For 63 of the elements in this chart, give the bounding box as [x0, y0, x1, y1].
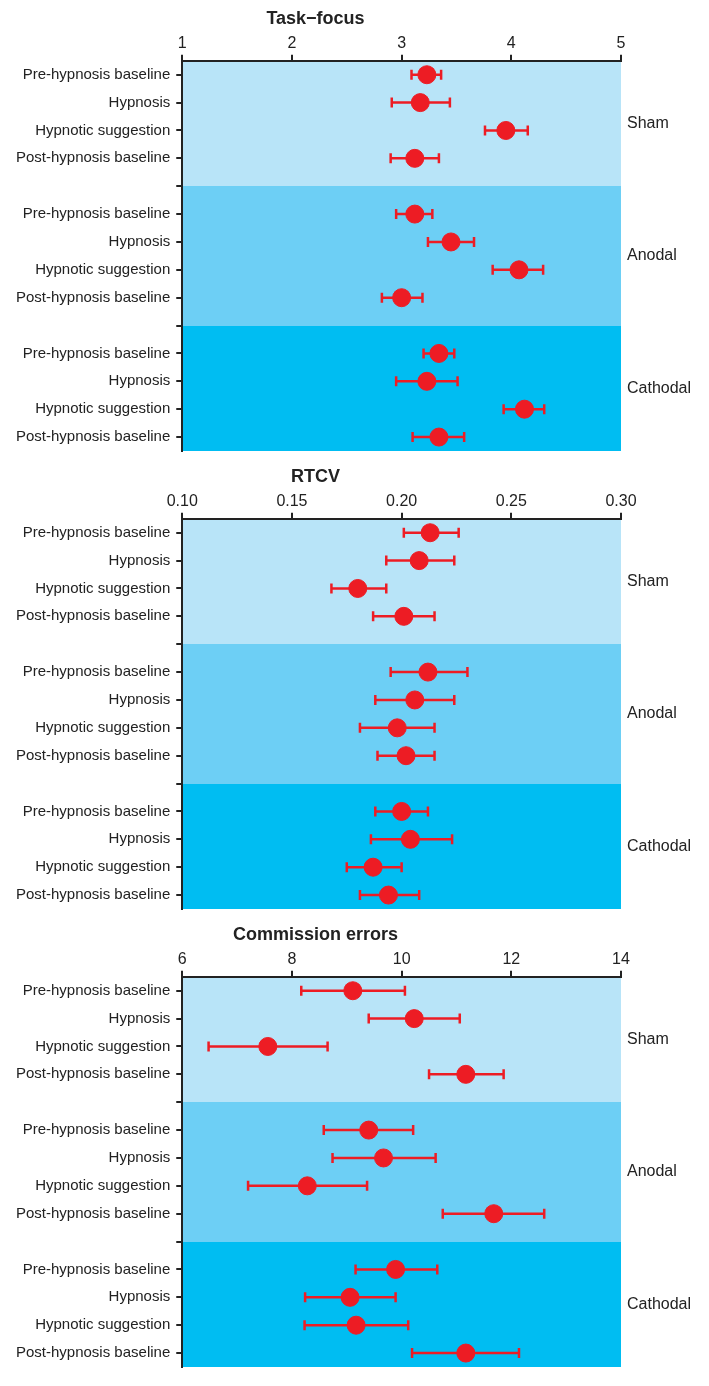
y-tick-label: Hypnosis — [108, 232, 171, 250]
y-tick-label: Hypnotic suggestion — [35, 578, 171, 596]
x-tick-label: 0.15 — [276, 491, 308, 509]
text: Cathodal — [627, 1294, 692, 1312]
chart-title: Commission errors — [232, 923, 399, 944]
x-tick-label: 3 — [397, 33, 407, 51]
x-tick-label: 5 — [616, 33, 626, 51]
y-tick-label: Pre-hypnosis baseline — [22, 801, 171, 819]
y-tick-label: Hypnosis — [108, 550, 171, 568]
y-tick-label: Post-hypnosis baseline — [15, 1203, 171, 1221]
y-tick-label: Hypnosis — [108, 371, 171, 389]
y-tick-label: Pre-hypnosis baseline — [22, 204, 171, 222]
y-tick-label: Post-hypnosis baseline — [15, 427, 171, 445]
x-tick-label: 0.30 — [605, 491, 637, 509]
y-tick-label: Hypnotic suggestion — [35, 857, 171, 875]
x-tick-label: 14 — [612, 949, 630, 967]
y-tick-label: Pre-hypnosis baseline — [22, 980, 171, 998]
y-tick-label: Pre-hypnosis baseline — [22, 1259, 171, 1277]
chart-title: RTCV — [291, 465, 340, 486]
chart-title: Task−focus — [266, 7, 365, 28]
y-tick-label: Pre-hypnosis baseline — [22, 662, 171, 680]
y-tick-label: Post-hypnosis baseline — [15, 1064, 171, 1082]
x-tick-label: 8 — [287, 949, 297, 967]
y-tick-label: Hypnotic suggestion — [35, 399, 171, 417]
y-tick-label: Pre-hypnosis baseline — [22, 343, 171, 361]
x-tick-label: 1 — [177, 33, 187, 51]
y-tick-label: Post-hypnosis baseline — [15, 606, 171, 624]
y-tick-label: Pre-hypnosis baseline — [22, 1120, 171, 1138]
y-tick-label: Post-hypnosis baseline — [15, 885, 171, 903]
y-tick-label: Hypnotic suggestion — [35, 717, 171, 735]
y-tick-label: Hypnosis — [108, 1287, 171, 1305]
y-tick-label: Hypnotic suggestion — [35, 259, 171, 277]
y-tick-label: Post-hypnosis baseline — [15, 1343, 171, 1361]
y-tick-label: Hypnosis — [108, 1148, 171, 1166]
x-tick-label: 12 — [502, 949, 521, 967]
text: Sham — [627, 1029, 669, 1047]
y-tick-label: Hypnosis — [108, 92, 171, 110]
text: Cathodal — [627, 378, 692, 396]
x-tick-label: 10 — [392, 949, 411, 967]
text: Anodal — [627, 1162, 677, 1180]
x-tick-label: 0.20 — [386, 491, 418, 509]
y-tick-label: Hypnosis — [108, 690, 171, 708]
x-tick-label: 2 — [287, 33, 297, 51]
text: Cathodal — [627, 836, 692, 854]
y-tick-label: Post-hypnosis baseline — [15, 745, 171, 763]
y-tick-label: Post-hypnosis baseline — [15, 148, 171, 166]
text: Anodal — [627, 246, 677, 264]
text: Anodal — [627, 704, 677, 722]
y-tick-label: Hypnosis — [108, 1008, 171, 1026]
y-tick-label: Hypnotic suggestion — [35, 1175, 171, 1193]
y-tick-label: Hypnotic suggestion — [35, 1315, 171, 1333]
y-tick-label: Hypnosis — [108, 829, 171, 847]
x-tick-label: 0.25 — [495, 491, 527, 509]
y-tick-label: Pre-hypnosis baseline — [22, 64, 171, 82]
y-tick-label: Hypnotic suggestion — [35, 1036, 171, 1054]
y-tick-label: Pre-hypnosis baseline — [22, 522, 171, 540]
x-tick-label: 6 — [177, 949, 187, 967]
x-tick-label: 4 — [506, 33, 516, 51]
y-tick-label: Post-hypnosis baseline — [15, 287, 171, 305]
text: Sham — [627, 113, 669, 131]
text: Sham — [627, 571, 669, 589]
x-tick-label: 0.10 — [166, 491, 198, 509]
y-tick-label: Hypnotic suggestion — [35, 120, 171, 138]
